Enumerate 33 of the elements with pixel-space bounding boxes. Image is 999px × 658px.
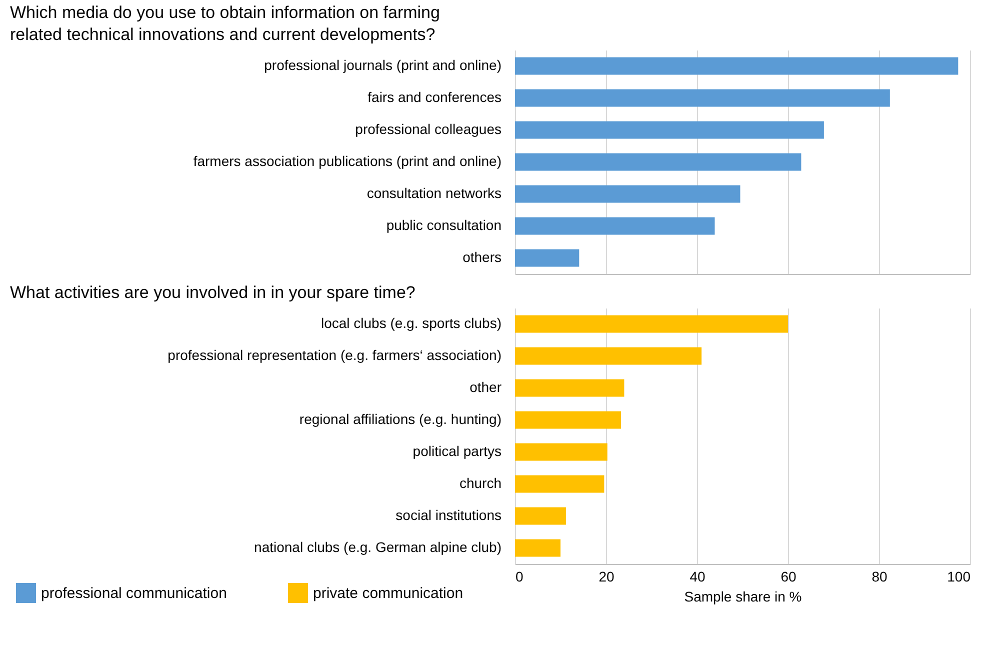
text: Which media do you use to obtain information on farming related technical innovations and current developments?: [10, 3, 440, 44]
bar: [515, 57, 958, 75]
x-tick-label: 0: [516, 568, 524, 584]
y-tick-label: church: [459, 475, 502, 491]
bar: [515, 217, 715, 235]
x-tick-label: 60: [780, 568, 796, 584]
legend-label: professional communication: [41, 585, 227, 602]
y-tick-label: political partys: [412, 443, 502, 459]
y-tick-label: social institutions: [396, 507, 502, 523]
bar: [515, 185, 740, 203]
y-tick-label: farmers association publications (print and online): [193, 153, 502, 169]
bar: [515, 121, 824, 139]
y-tick-label: consultation networks: [366, 185, 502, 201]
y-tick-label: other: [470, 379, 502, 395]
x-axis-title: Sample share in %: [684, 588, 802, 604]
y-tick-label: professional representation (e.g. farmers‘ association): [168, 347, 502, 363]
x-tick-label: 40: [690, 568, 706, 584]
x-tick-label: 100: [947, 568, 971, 584]
bar: [515, 89, 890, 107]
x-tick-label: 20: [598, 568, 614, 584]
bar: [515, 249, 580, 267]
y-tick-label: public consultation: [386, 217, 502, 233]
text: What activities are you involved in in your spare time?: [10, 283, 416, 302]
y-tick-label: professional colleagues: [355, 121, 502, 137]
y-tick-label: professional journals (print and online): [264, 57, 502, 73]
y-tick-label: fairs and conferences: [368, 89, 502, 105]
y-tick-label: regional affiliations (e.g. hunting): [299, 411, 502, 427]
y-tick-label: local clubs (e.g. sports clubs): [320, 315, 502, 331]
legend-label: private communication: [313, 585, 464, 602]
y-tick-label: others: [462, 249, 502, 265]
x-tick-label: 80: [872, 568, 888, 584]
y-tick-label: national clubs (e.g. German alpine club): [254, 539, 502, 555]
bar: [515, 153, 802, 171]
